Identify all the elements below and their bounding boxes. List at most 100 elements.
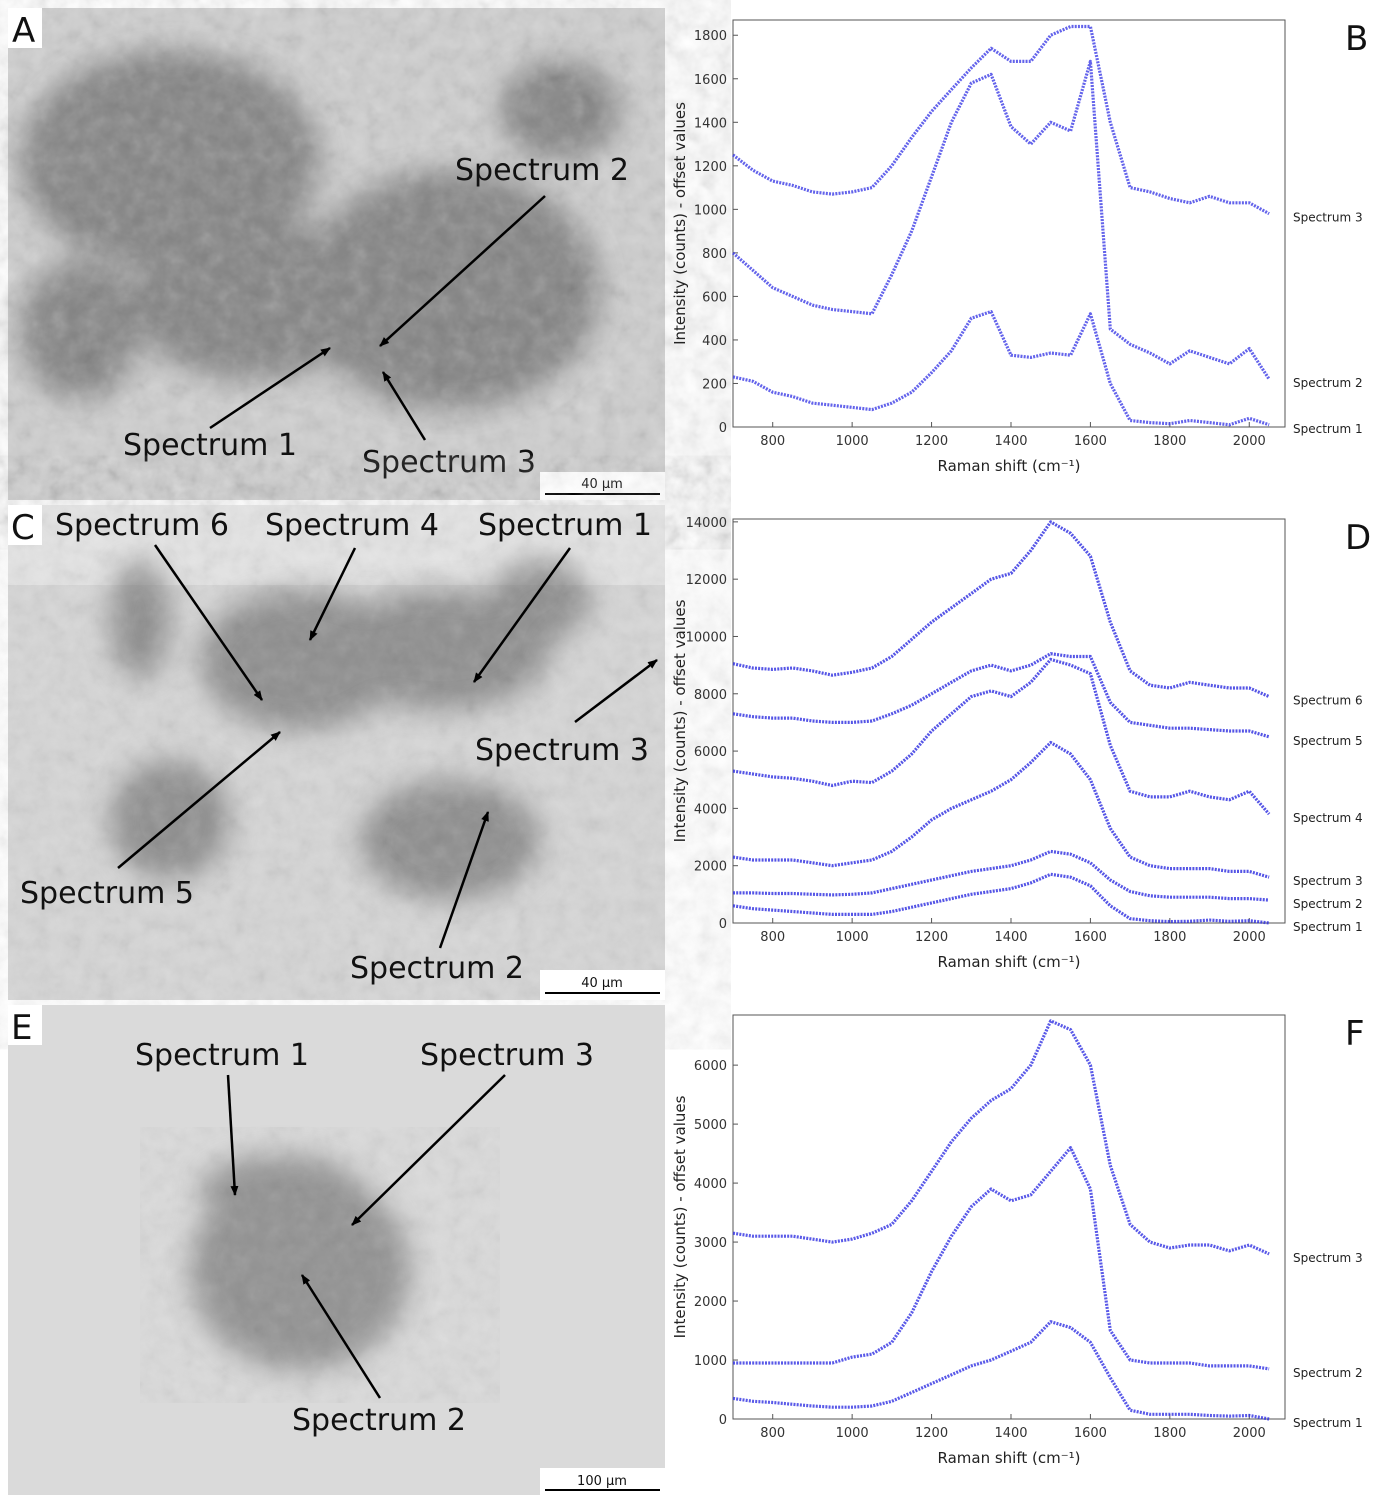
annotation: Spectrum 1 [135,1038,309,1073]
y-axis-label: Intensity (counts) - offset values [671,599,689,842]
series-label: Spectrum 1 [1293,422,1363,436]
y-tick-label: 0 [719,917,727,932]
panel-letter: C [11,508,35,548]
y-tick-label: 200 [702,377,727,392]
spectrum-line [733,1146,1270,1371]
x-tick-label: 1200 [915,434,948,449]
panel-letter: A [12,11,35,51]
y-tick-label: 2000 [694,860,727,875]
series-label: Spectrum 1 [1293,1416,1363,1430]
plot-frame [732,518,1286,924]
x-tick-label: 1600 [1074,434,1107,449]
annotation: Spectrum 3 [475,733,649,768]
x-axis-label: Raman shift (cm⁻¹) [937,1449,1080,1467]
annotation: Spectrum 6 [55,508,229,543]
series-label: Spectrum 6 [1293,694,1363,708]
series-label: Spectrum 1 [1293,920,1363,934]
y-tick-label: 6000 [694,1059,727,1074]
y-tick-label: 4000 [694,1177,727,1192]
y-tick-label: 10000 [686,630,727,645]
y-tick-label: 600 [702,290,727,305]
image-e: 100 µm E Spectrum 1 Spectrum 3 Spectrum … [8,1005,665,1495]
annotation: Spectrum 1 [478,508,652,543]
spectrum-line [732,657,1271,816]
x-tick-label: 1200 [915,1426,948,1441]
x-tick-label: 1400 [994,1426,1027,1441]
y-tick-label: 1600 [694,73,727,88]
series-label: Spectrum 3 [1293,874,1363,888]
annotation: Spectrum 2 [350,951,524,986]
spectrum-line [731,59,1271,380]
scale-bar: 40 µm [581,477,623,492]
y-tick-label: 800 [702,247,727,262]
series-label: Spectrum 5 [1293,734,1363,748]
x-tick-label: 1800 [1153,434,1186,449]
spectrum-line [732,24,1270,216]
y-tick-label: 4000 [694,802,727,817]
y-axis-label: Intensity (counts) - offset values [671,1095,689,1338]
x-tick-label: 1600 [1074,1426,1107,1441]
x-axis-label: Raman shift (cm⁻¹) [937,953,1080,971]
x-tick-label: 800 [760,434,785,449]
y-tick-label: 1200 [694,160,727,175]
y-tick-label: 5000 [694,1118,727,1133]
series-label: Spectrum 3 [1293,211,1363,225]
y-tick-label: 14000 [686,516,727,531]
y-tick-label: 0 [719,421,727,436]
panel-letter: F [1345,1014,1365,1054]
spectrum-line [732,872,1270,925]
annotation: Spectrum 5 [20,876,194,911]
annotation: Spectrum 2 [292,1403,466,1438]
y-tick-label: 3000 [694,1236,727,1251]
y-tick-label: 400 [702,334,727,349]
image-c: 40 µm C Spectrum 6 Spectrum 4 Spectrum 1… [8,505,665,1000]
annotation: Spectrum 3 [362,445,536,480]
y-tick-label: 1000 [694,1354,727,1369]
y-tick-label: 0 [719,1413,727,1428]
y-tick-label: 12000 [686,573,727,588]
series-label: Spectrum 2 [1293,897,1363,911]
x-axis-label: Raman shift (cm⁻¹) [937,457,1080,475]
y-tick-label: 1800 [694,29,727,44]
annotation: Spectrum 3 [420,1038,594,1073]
x-tick-label: 800 [760,1426,785,1441]
plot-frame [732,1014,1286,1420]
spectrum-line [732,1019,1270,1256]
x-tick-label: 2000 [1233,930,1266,945]
x-tick-label: 1000 [836,1426,869,1441]
x-tick-label: 800 [760,930,785,945]
annotation: Spectrum 2 [455,153,629,188]
panel-letter: B [1345,19,1368,59]
panel-letter: D [1345,518,1371,558]
spectrum-line [732,1320,1270,1421]
y-tick-label: 8000 [694,688,727,703]
annotation: Spectrum 1 [123,428,297,463]
y-tick-label: 1400 [694,116,727,131]
x-tick-label: 1400 [994,930,1027,945]
panel-letter: E [11,1008,32,1048]
y-tick-label: 1000 [694,203,727,218]
x-tick-label: 1600 [1074,930,1107,945]
scale-bar: 40 µm [581,976,623,991]
x-tick-label: 2000 [1233,1426,1266,1441]
series-label: Spectrum 3 [1293,1251,1363,1265]
x-tick-label: 1200 [915,930,948,945]
spectrum-line [733,849,1270,902]
spectrum-line [732,520,1270,699]
y-tick-label: 2000 [694,1295,727,1310]
spectrum-line [732,310,1270,427]
series-label: Spectrum 2 [1293,376,1363,390]
annotation: Spectrum 4 [265,508,439,543]
spectrum-line [732,740,1270,879]
x-tick-label: 2000 [1233,434,1266,449]
image-a: 40 µm A Spectrum 2 Spectrum 1 Spectrum 3 [8,8,665,500]
series-label: Spectrum 2 [1293,1366,1363,1380]
x-tick-label: 1000 [836,930,869,945]
spectrum-line [732,652,1270,739]
x-tick-label: 1000 [836,434,869,449]
x-tick-label: 1800 [1153,930,1186,945]
series-label: Spectrum 4 [1293,811,1363,825]
y-axis-label: Intensity (counts) - offset values [671,102,689,345]
